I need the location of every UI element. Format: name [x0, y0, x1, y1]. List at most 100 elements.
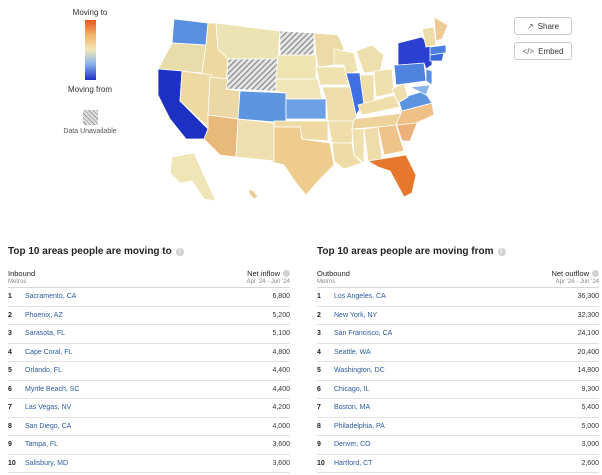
info-icon[interactable]: [592, 270, 599, 277]
state-virginia: [397, 90, 433, 112]
embed-button[interactable]: </> Embed: [514, 42, 572, 60]
table-row: 2 Phoenix, AZ 5,200: [8, 307, 290, 325]
rank: 8: [317, 422, 321, 430]
metro-link[interactable]: Seattle, WA: [334, 348, 371, 356]
metro-link[interactable]: Denver, CO: [334, 441, 371, 449]
state-oregon: [157, 42, 207, 74]
table-row: 1 Los Angeles, CA 36,300: [317, 288, 599, 307]
state-vermont-nh: [421, 26, 437, 48]
net-outflow-value: 5,000: [581, 422, 599, 430]
share-button[interactable]: ↗ Share: [514, 17, 572, 35]
state-north-dakota: [279, 30, 315, 56]
metro-link[interactable]: Las Vegas, NV: [25, 404, 72, 412]
state-new-mexico: [235, 118, 275, 162]
net-inflow-value: 4,400: [272, 385, 290, 393]
rank: 6: [317, 385, 321, 393]
legend-unavailable-swatch: [82, 110, 98, 125]
net-outflow-column-header: Net outflow: [551, 269, 589, 278]
metro-link[interactable]: Hartford, CT: [334, 459, 373, 467]
metro-link[interactable]: Orlando, FL: [25, 367, 62, 375]
legend-moving-from-label: Moving from: [67, 85, 112, 94]
state-maryland: [408, 84, 431, 96]
state-alaska: [169, 152, 217, 202]
rank: 2: [317, 311, 321, 319]
rank: 10: [317, 459, 325, 467]
state-kansas: [285, 98, 327, 120]
table-row: 1 Sacramento, CA 6,800: [8, 288, 290, 307]
info-icon[interactable]: [283, 270, 290, 277]
metro-link[interactable]: Philadelphia, PA: [334, 422, 385, 430]
info-icon[interactable]: i: [497, 247, 506, 256]
table-row: 10 Salisbury, MD 3,600: [8, 455, 290, 473]
metro-link[interactable]: New York, NY: [334, 311, 378, 319]
metros-subheader: Metros: [317, 279, 336, 285]
net-outflow-value: 5,400: [581, 404, 599, 412]
metro-link[interactable]: San Francisco, CA: [334, 330, 393, 338]
metro-link[interactable]: Tampa, FL: [25, 441, 59, 449]
metro-link[interactable]: Sarasota, FL: [25, 330, 66, 338]
legend-moving-to-label: Moving to: [72, 8, 108, 17]
state-louisiana: [331, 142, 363, 170]
rank: 3: [317, 330, 321, 338]
metro-link[interactable]: Phoenix, AZ: [25, 311, 63, 319]
table-row: 2 New York, NY 32,300: [317, 307, 599, 325]
table-row: 3 San Francisco, CA 24,100: [317, 325, 599, 344]
net-inflow-value: 6,800: [272, 293, 290, 301]
net-inflow-value: 4,800: [272, 348, 290, 356]
rank: 4: [317, 348, 321, 356]
outbound-column-header: Outbound: [317, 269, 350, 278]
share-icon: ↗: [526, 21, 534, 31]
info-icon[interactable]: i: [175, 247, 184, 256]
rank: 3: [8, 330, 12, 338]
metro-link[interactable]: Los Angeles, CA: [334, 293, 386, 301]
moving-to-title: Top 10 areas people are moving to: [8, 246, 172, 257]
state-montana: [215, 22, 281, 60]
rank: 7: [317, 404, 321, 412]
state-maine: [433, 16, 449, 42]
rank: 5: [317, 367, 321, 375]
moving-from-table: Top 10 areas people are moving from i Ou…: [317, 246, 599, 473]
metro-link[interactable]: San Diego, CA: [25, 422, 72, 430]
table-row: 9 Denver, CO 3,000: [317, 436, 599, 455]
net-inflow-value: 4,000: [272, 422, 290, 430]
table-row: 3 Sarasota, FL 5,100: [8, 325, 290, 344]
metro-link[interactable]: Cape Coral, FL: [25, 348, 73, 356]
metro-link[interactable]: Washington, DC: [334, 367, 385, 375]
metro-link[interactable]: Boston, MA: [334, 404, 371, 412]
metro-link[interactable]: Sacramento, CA: [25, 293, 77, 301]
net-inflow-value: 5,100: [272, 330, 290, 338]
net-outflow-value: 3,000: [581, 441, 599, 449]
state-new-york: [397, 36, 433, 70]
state-iowa: [315, 66, 349, 86]
rank: 1: [317, 293, 321, 301]
state-hawaii: [247, 188, 259, 200]
rank: 9: [317, 441, 321, 449]
net-inflow-column-header: Net inflow: [247, 269, 280, 278]
embed-button-label: Embed: [538, 46, 564, 56]
table-row: 7 Boston, MA 5,400: [317, 399, 599, 418]
net-inflow-value: 3,600: [272, 459, 290, 467]
rank: 1: [8, 293, 12, 301]
table-row: 10 Hartford, CT 2,600: [317, 455, 599, 473]
code-icon: </>: [522, 46, 535, 56]
rank: 5: [8, 367, 12, 375]
net-outflow-value: 2,600: [581, 459, 599, 467]
net-inflow-value: 3,600: [272, 441, 290, 449]
net-outflow-value: 36,300: [577, 293, 599, 301]
moving-from-header: Outbound Metros Net outflow Apr '24 - Ju…: [317, 269, 599, 288]
net-outflow-value: 24,100: [577, 330, 599, 338]
state-connecticut-ri: [429, 52, 445, 62]
state-texas: [267, 126, 335, 196]
us-migration-map[interactable]: [150, 15, 450, 207]
metro-link[interactable]: Myrtle Beach, SC: [25, 385, 80, 393]
table-row: 4 Seattle, WA 20,400: [317, 344, 599, 362]
metro-link[interactable]: Salisbury, MD: [25, 459, 69, 467]
metro-link[interactable]: Chicago, IL: [334, 385, 370, 393]
net-outflow-value: 9,300: [581, 385, 599, 393]
moving-from-title: Top 10 areas people are moving from: [317, 246, 494, 257]
net-outflow-value: 32,300: [577, 311, 599, 319]
rank: 4: [8, 348, 12, 356]
legend-unavailable-label: Data Unavailable: [63, 128, 117, 135]
rank: 9: [8, 441, 12, 449]
net-inflow-value: 4,400: [272, 367, 290, 375]
